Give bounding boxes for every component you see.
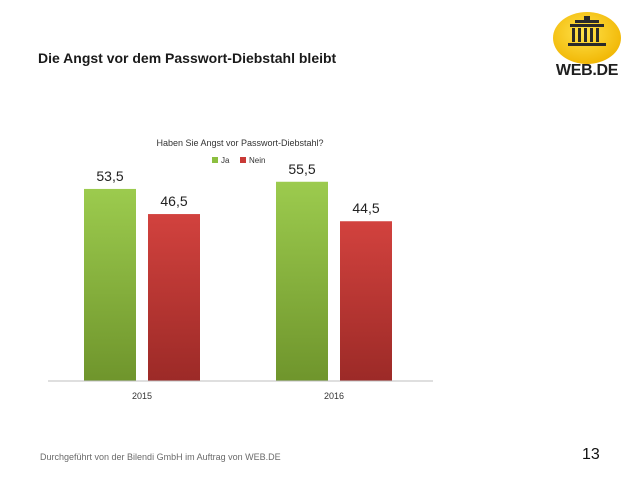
x-tick-label: 2016 <box>324 391 344 401</box>
slide-title: Die Angst vor dem Passwort-Diebstahl ble… <box>38 50 337 66</box>
legend-swatch-ja <box>212 157 218 163</box>
data-label-nein-2015: 46,5 <box>160 193 187 209</box>
legend-label-nein: Nein <box>249 156 265 165</box>
logo-wordmark: WEB.DE <box>555 62 619 79</box>
chart-title: Haben Sie Angst vor Passwort-Diebstahl? <box>156 138 323 148</box>
data-label-nein-2016: 44,5 <box>352 200 379 216</box>
web-de-logo <box>553 12 621 64</box>
footer-note: Durchgeführt von der Bilendi GmbH im Auf… <box>40 452 281 462</box>
chart-legend: Ja Nein <box>212 156 265 165</box>
brandenburg-gate-icon <box>568 16 606 46</box>
x-tick-label: 2015 <box>132 391 152 401</box>
data-label-ja-2016: 55,5 <box>288 161 315 177</box>
page-number: 13 <box>582 446 600 463</box>
bar-ja-2015 <box>84 188 136 381</box>
legend-swatch-nein <box>240 157 246 163</box>
bar-ja-2016 <box>276 181 328 381</box>
bar-nein-2016 <box>340 221 392 381</box>
bar-nein-2015 <box>148 214 200 381</box>
data-label-ja-2015: 53,5 <box>96 168 123 184</box>
legend-label-ja: Ja <box>221 156 230 165</box>
